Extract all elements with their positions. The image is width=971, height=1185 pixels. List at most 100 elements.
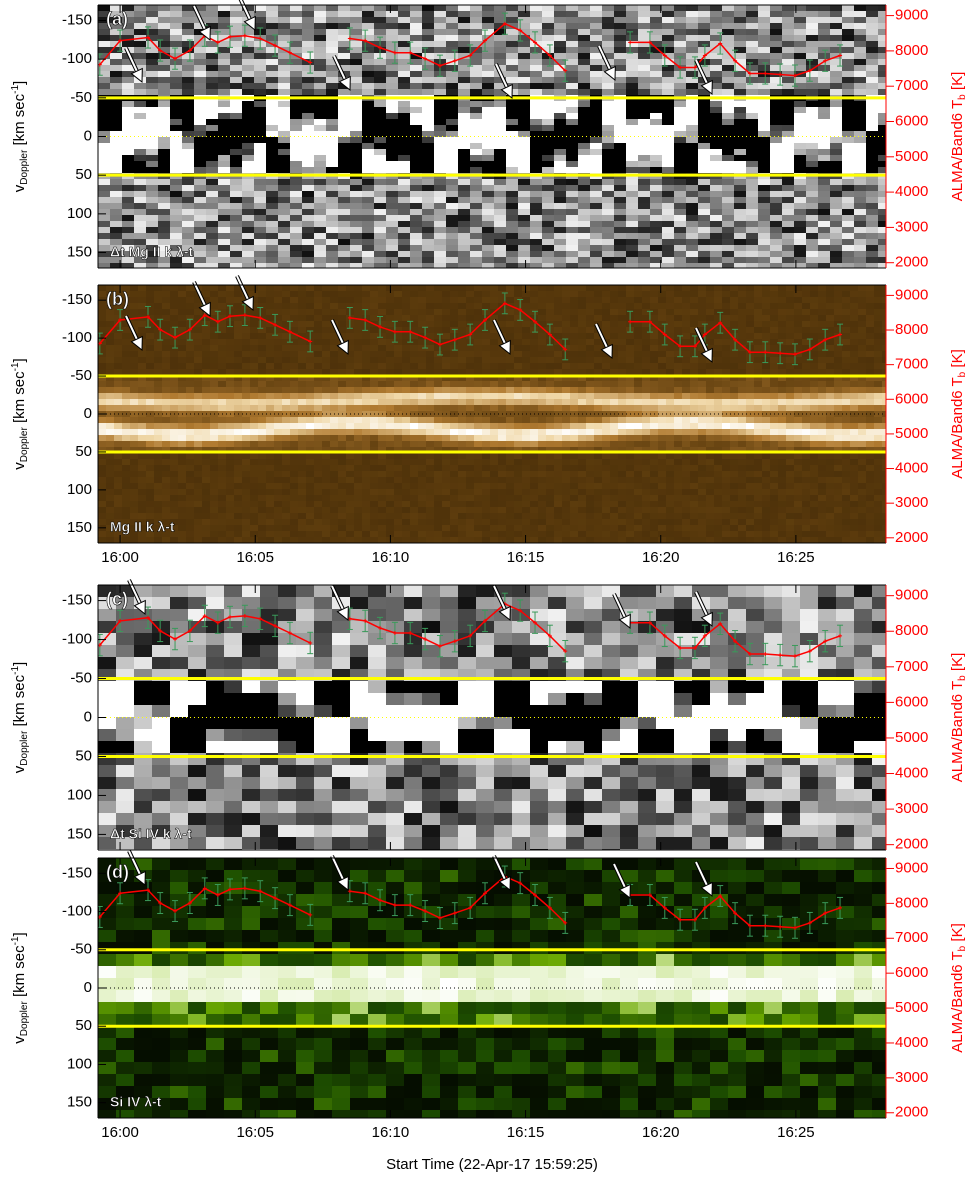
texture-cell <box>338 435 347 442</box>
texture-cell <box>842 11 855 18</box>
texture-cell <box>170 203 183 210</box>
texture-cell <box>134 137 147 144</box>
texture-cell <box>482 77 495 84</box>
texture-cell <box>662 155 675 162</box>
texture-cell <box>274 495 283 502</box>
texture-cell <box>350 143 363 150</box>
texture-cell <box>122 357 131 364</box>
texture-cell <box>278 257 291 264</box>
texture-cell <box>326 185 339 192</box>
texture-cell <box>326 83 339 90</box>
texture-cell <box>218 239 231 246</box>
texture-cell <box>254 59 267 66</box>
texture-cell <box>854 11 867 18</box>
texture-cell <box>302 257 315 264</box>
texture-cell <box>494 215 507 222</box>
texture-cell <box>542 77 555 84</box>
texture-cell <box>146 459 155 466</box>
texture-cell <box>266 357 275 364</box>
texture-cell <box>770 23 783 30</box>
texture-cell <box>182 77 195 84</box>
texture-cell <box>434 131 447 138</box>
texture-cell <box>482 155 495 162</box>
texture-cell <box>378 399 387 406</box>
texture-cell <box>494 179 507 186</box>
texture-cell <box>422 149 435 156</box>
texture-cell <box>386 321 395 328</box>
texture-cell <box>350 53 363 60</box>
texture-cell <box>818 251 831 258</box>
texture-cell <box>878 71 891 78</box>
texture-cell <box>458 137 471 144</box>
texture-cell <box>354 369 363 376</box>
texture-cell <box>158 227 171 234</box>
texture-cell <box>314 477 323 484</box>
texture-cell <box>194 441 203 448</box>
texture-cell <box>386 441 395 448</box>
texture-cell <box>266 119 279 126</box>
texture-cell <box>746 23 759 30</box>
texture-cell <box>506 11 519 18</box>
texture-cell <box>770 125 783 132</box>
texture-cell <box>698 125 711 132</box>
texture-cell <box>398 143 411 150</box>
texture-cell <box>806 251 819 258</box>
texture-cell <box>434 393 443 400</box>
texture-cell <box>98 513 107 520</box>
texture-cell <box>178 297 187 304</box>
texture-cell <box>410 101 423 108</box>
texture-cell <box>162 357 171 364</box>
texture-cell <box>290 203 303 210</box>
texture-cell <box>818 149 831 156</box>
texture-cell <box>446 203 459 210</box>
texture-cell <box>378 459 387 466</box>
texture-cell <box>698 203 711 210</box>
texture-cell <box>210 495 219 502</box>
texture-cell <box>226 453 235 460</box>
texture-cell <box>314 209 327 216</box>
texture-cell <box>530 107 543 114</box>
texture-cell <box>830 5 843 12</box>
texture-cell <box>306 513 315 520</box>
texture-cell <box>230 185 243 192</box>
texture-cell <box>374 125 387 132</box>
texture-cell <box>234 321 243 328</box>
texture-cell <box>578 83 591 90</box>
texture-cell <box>554 83 567 90</box>
texture-cell <box>134 17 147 24</box>
texture-cell <box>218 507 227 514</box>
texture-cell <box>770 239 783 246</box>
texture-cell <box>110 107 123 114</box>
texture-cell <box>434 155 447 162</box>
texture-cell <box>386 119 399 126</box>
texture-cell <box>350 137 363 144</box>
texture-cell <box>186 423 195 430</box>
texture-cell <box>518 11 531 18</box>
texture-cell <box>322 417 331 424</box>
texture-cell <box>482 125 495 132</box>
texture-cell <box>206 125 219 132</box>
texture-cell <box>290 263 303 270</box>
texture-cell <box>314 429 323 436</box>
texture-cell <box>554 209 567 216</box>
texture-cell <box>854 209 867 216</box>
texture-cell <box>650 167 663 174</box>
texture-cell <box>98 423 107 430</box>
texture-cell <box>842 221 855 228</box>
texture-cell <box>402 291 411 298</box>
texture-cell <box>866 239 879 246</box>
texture-cell <box>266 471 275 478</box>
texture-cell <box>158 203 171 210</box>
texture-cell <box>250 453 259 460</box>
texture-cell <box>530 119 543 126</box>
texture-cell <box>554 233 567 240</box>
texture-cell <box>686 215 699 222</box>
texture-cell <box>386 203 399 210</box>
texture-cell <box>698 137 711 144</box>
texture-cell <box>698 17 711 24</box>
texture-cell <box>370 303 379 310</box>
texture-cell <box>734 149 747 156</box>
texture-cell <box>370 441 379 448</box>
texture-cell <box>374 113 387 120</box>
texture-cell <box>226 381 235 388</box>
